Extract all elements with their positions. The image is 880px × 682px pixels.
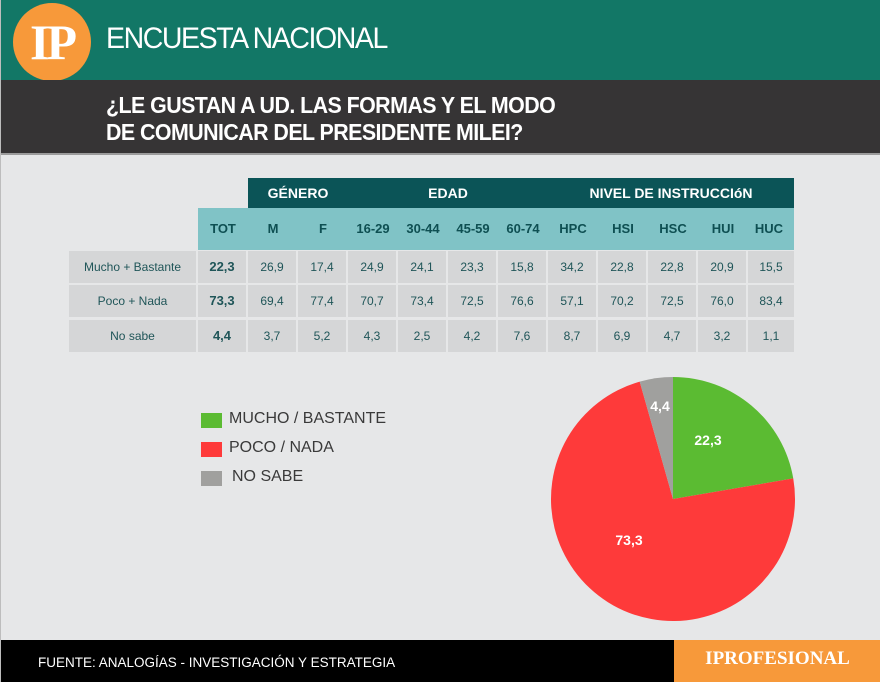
ip-logo: IP: [13, 3, 91, 81]
table-cell: 8,7: [548, 320, 596, 352]
question-band: ¿LE GUSTAN A UD. LAS FORMAS Y EL MODO DE…: [1, 80, 880, 155]
table-cell: 73,3: [198, 285, 246, 317]
table-cell: 2,5: [398, 320, 446, 352]
table-cell: 22,8: [648, 251, 696, 283]
group-genero: GÉNERO: [267, 185, 329, 201]
column-header: 60-74: [506, 221, 540, 236]
column-header: TOT: [210, 221, 236, 236]
table-cell: 1,1: [748, 320, 794, 352]
column-header: HSC: [659, 221, 687, 236]
legend-swatch-green: [201, 413, 222, 428]
iprofesional-logo: IPROFESIONAL: [674, 640, 880, 682]
top-header: IP ENCUESTA NACIONAL: [1, 0, 880, 81]
pie-slice: [551, 381, 795, 621]
table-cell: 22,8: [598, 251, 646, 283]
column-header: HSI: [612, 221, 634, 236]
table-cell: 83,4: [748, 285, 794, 317]
pie-slice: [673, 377, 794, 499]
row-label: No sabe: [69, 320, 196, 352]
survey-question: ¿LE GUSTAN A UD. LAS FORMAS Y EL MODO DE…: [106, 92, 556, 146]
legend-label: POCO / NADA: [229, 439, 334, 456]
pie-slice-label: 22,3: [694, 432, 721, 448]
row-label: Mucho + Bastante: [69, 251, 196, 283]
column-header: F: [319, 221, 327, 236]
table-cell: 76,0: [698, 285, 746, 317]
legend-label: NO SABE: [232, 468, 304, 485]
table-cell: 26,9: [248, 251, 296, 283]
table-column-header: TOT M F 16-29 30-44 45-59 60-74 HPC HSI HSC HUI HUC: [198, 208, 794, 250]
legend-swatch-gray: [201, 471, 222, 486]
pie-slice-label: 73,3: [615, 532, 642, 548]
table-cell: 15,5: [748, 251, 794, 283]
column-header: 45-59: [456, 221, 490, 236]
table-cell: 15,8: [498, 251, 546, 283]
table-cell: 3,7: [248, 320, 296, 352]
table-row: No sabe 4,4 3,7 5,2 4,3 2,5 4,2 7,6 8,7 6,9 4,7 3,2…: [69, 320, 794, 352]
table-cell: 4,4: [198, 320, 246, 352]
column-header: HUC: [754, 221, 784, 236]
table-cell: 57,1: [548, 285, 596, 317]
row-label: Poco + Nada: [69, 285, 196, 317]
column-header: M: [267, 221, 279, 236]
column-header: 16-29: [356, 221, 390, 236]
pie-chart: 22,3 73,3 4,4: [551, 377, 795, 621]
source-credit: FUENTE: ANALOGÍAS - INVESTIGACIÓN Y ESTR…: [38, 655, 396, 670]
legend-label: MUCHO / BASTANTE: [229, 410, 387, 427]
table-cell: 20,9: [698, 251, 746, 283]
column-header: HPC: [559, 221, 587, 236]
footer: FUENTE: ANALOGÍAS - INVESTIGACIÓN Y ESTR…: [1, 640, 880, 682]
column-header: 30-44: [406, 221, 440, 236]
table-cell: 73,4: [398, 285, 446, 317]
question-line-2: DE COMUNICAR DEL PRESIDENTE MILEI?: [106, 119, 523, 145]
group-edad: EDAD: [428, 185, 468, 201]
legend-swatch-red: [201, 442, 222, 457]
table-row: Mucho + Bastante 22,3 26,9 17,4 24,9 24,1 23,3…: [69, 251, 794, 283]
question-line-1: ¿LE GUSTAN A UD. LAS FORMAS Y EL MODO: [106, 92, 556, 118]
survey-title: ENCUESTA NACIONAL: [106, 22, 388, 55]
table-cell: 5,2: [298, 320, 346, 352]
table-cell: 4,2: [448, 320, 496, 352]
table-row: Poco + Nada 73,3 69,4 77,4 70,7 73,4 72,5 76,6 5…: [69, 285, 794, 317]
table-cell: 4,7: [648, 320, 696, 352]
table-cell: 24,9: [348, 251, 396, 283]
table-cell: 3,2: [698, 320, 746, 352]
pie-slice-label: 4,4: [650, 398, 670, 414]
table-cell: 7,6: [498, 320, 546, 352]
table-cell: 23,3: [448, 251, 496, 283]
table-cell: 70,2: [598, 285, 646, 317]
table-cell: 34,2: [548, 251, 596, 283]
table-cell: 6,9: [598, 320, 646, 352]
table-group-header: GÉNERO EDAD NIVEL DE INSTRUCCIóN: [248, 178, 794, 208]
table-cell: 76,6: [498, 285, 546, 317]
pie-slice: [639, 377, 673, 499]
table-cell: 72,5: [648, 285, 696, 317]
table-cell: 4,3: [348, 320, 396, 352]
table-cell: 22,3: [198, 251, 246, 283]
table-cell: 17,4: [298, 251, 346, 283]
column-header: HUI: [711, 221, 735, 236]
table-cell: 70,7: [348, 285, 396, 317]
group-nivel-instruccion: NIVEL DE INSTRUCCIóN: [589, 185, 753, 201]
table-cell: 69,4: [248, 285, 296, 317]
table-cell: 72,5: [448, 285, 496, 317]
table-cell: 77,4: [298, 285, 346, 317]
table-cell: 24,1: [398, 251, 446, 283]
